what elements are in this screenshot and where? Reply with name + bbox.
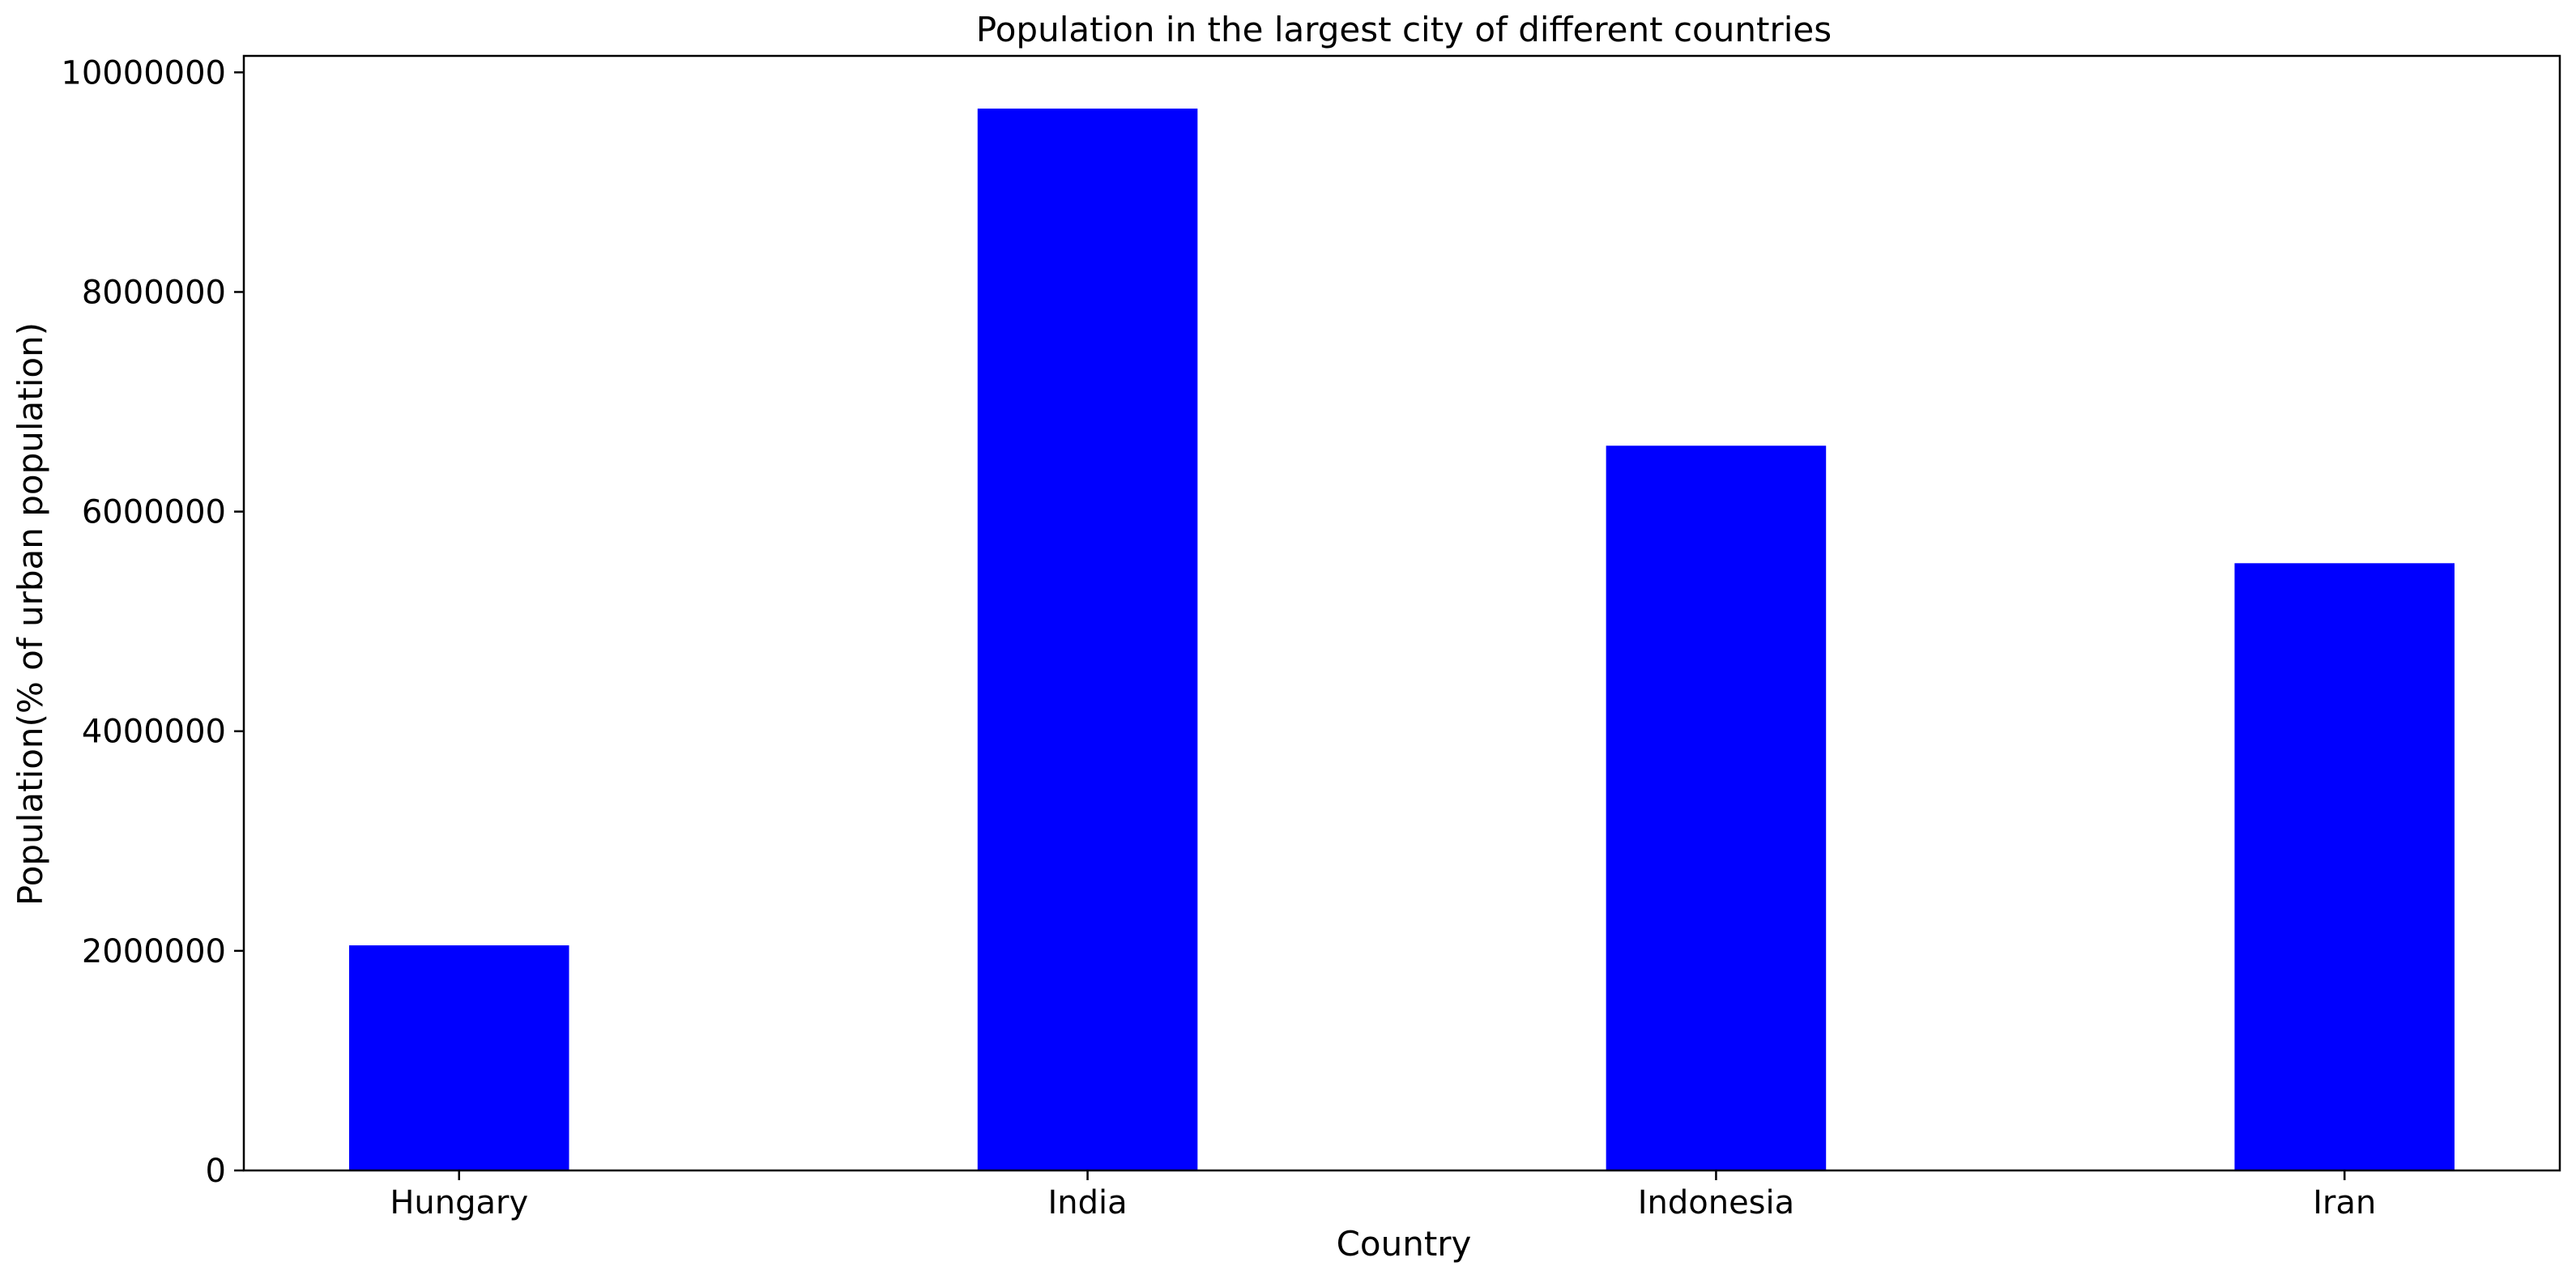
- bar-iran: [2234, 563, 2455, 1170]
- y-tick-label: 6000000: [82, 494, 226, 531]
- y-tick-label: 10000000: [61, 54, 226, 92]
- y-axis: 0 2000000 4000000 6000000 8000000 10000000: [61, 54, 244, 1190]
- x-tick-label: Iran: [2313, 1184, 2376, 1221]
- bar-india: [977, 109, 1198, 1171]
- chart-title: Population in the largest city of differ…: [976, 10, 1832, 49]
- y-tick-label: 4000000: [82, 714, 226, 751]
- y-tick-label: 8000000: [82, 274, 226, 311]
- bar-indonesia: [1606, 446, 1827, 1170]
- bar-hungary: [348, 945, 569, 1170]
- plot-frame: [242, 54, 2561, 1172]
- bars-group: [348, 109, 2455, 1171]
- x-tick-label: Hungary: [390, 1184, 528, 1221]
- x-axis-label: Country: [1337, 1224, 1472, 1264]
- x-tick-label: Indonesia: [1638, 1184, 1794, 1221]
- y-tick-label: 0: [206, 1153, 226, 1190]
- y-tick-label: 2000000: [82, 933, 226, 970]
- x-tick-label: India: [1047, 1184, 1127, 1221]
- x-axis: Hungary India Indonesia Iran: [390, 1170, 2376, 1221]
- y-axis-label: Population(% of urban population): [11, 322, 50, 906]
